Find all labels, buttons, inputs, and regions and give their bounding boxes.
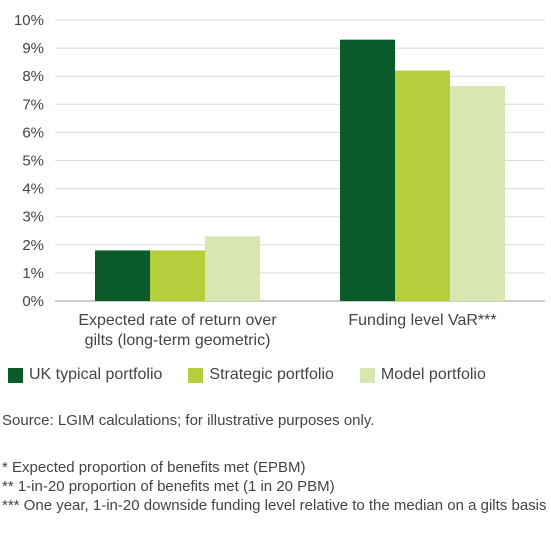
legend-item-uk-typical: UK typical portfolio: [8, 366, 162, 384]
bar-2-2: [395, 70, 450, 301]
bar-3-1: [205, 236, 260, 301]
y-tick-label: 4%: [22, 181, 44, 198]
footnote: ** 1-in-20 proportion of benefits met (1…: [2, 478, 335, 495]
bar-3-2: [450, 86, 505, 301]
footnote: * Expected proportion of benefits met (E…: [2, 459, 306, 476]
y-tick-label: 8%: [22, 68, 44, 85]
footnotes: * Expected proportion of benefits met (E…: [2, 458, 550, 515]
x-category-line: Expected rate of return over: [78, 312, 277, 329]
y-tick-label: 9%: [22, 40, 44, 57]
legend-swatch: [8, 367, 23, 383]
bar-chart: 0% 1% 2% 3% 4% 5% 6% 7% 8% 9% 10%: [14, 12, 545, 310]
y-tick-label: 7%: [22, 96, 44, 113]
y-tick-label: 1%: [22, 265, 44, 282]
legend-item-strategic: Strategic portfolio: [188, 366, 334, 384]
y-tick-label: 2%: [22, 237, 44, 254]
bar-2-1: [150, 250, 205, 301]
y-tick-label: 10%: [14, 12, 44, 29]
bar-1-1: [95, 250, 150, 301]
y-tick-label: 5%: [22, 153, 44, 170]
legend-item-model: Model portfolio: [359, 366, 486, 384]
y-tick-label: 3%: [22, 209, 44, 226]
source-note: Source: LGIM calculations; for illustrat…: [2, 412, 375, 429]
legend-label: Strategic portfolio: [209, 366, 334, 383]
legend-label: UK typical portfolio: [29, 366, 163, 383]
x-category-label: Expected rate of return over gilts (long-…: [58, 311, 298, 351]
bars: [95, 39, 505, 302]
y-tick-label: 0%: [22, 293, 44, 310]
footnote: *** One year, 1-in-20 downside funding l…: [2, 497, 547, 514]
x-category-label: Funding level VaR***: [303, 311, 543, 331]
legend: UK typical portfolio Strategic portfolio…: [8, 366, 486, 384]
x-category-line: gilts (long-term geometric): [84, 332, 271, 349]
legend-swatch: [359, 367, 375, 383]
x-category-line: Funding level VaR***: [348, 312, 497, 329]
legend-label: Model portfolio: [380, 366, 486, 383]
legend-swatch: [188, 367, 204, 383]
y-axis-ticks: 0% 1% 2% 3% 4% 5% 6% 7% 8% 9% 10%: [14, 12, 44, 310]
bar-1-2: [340, 39, 395, 302]
y-tick-label: 6%: [22, 124, 44, 141]
